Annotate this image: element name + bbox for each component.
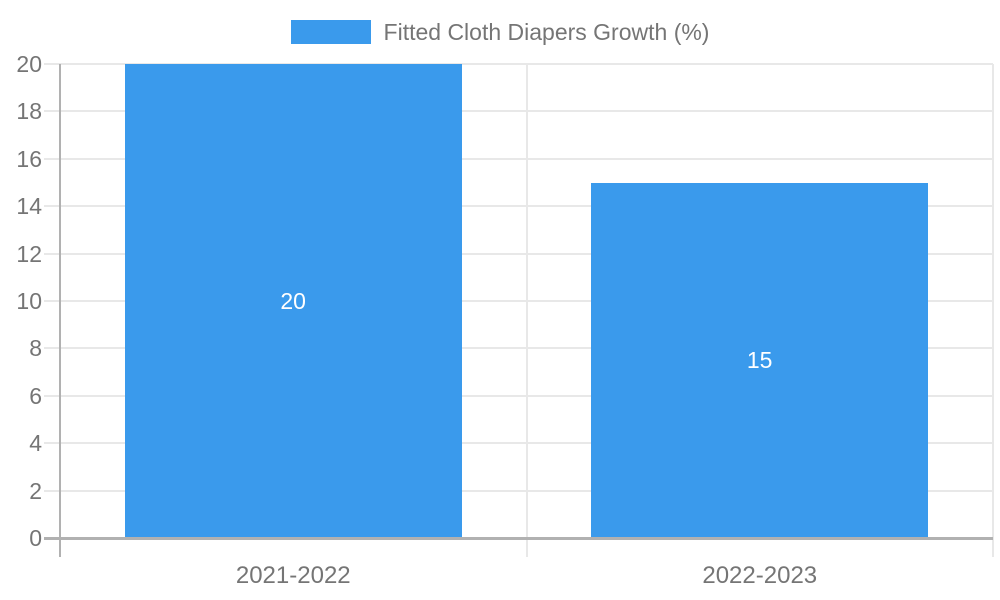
- y-axis-tick-label: 14: [16, 193, 42, 220]
- gridline-horizontal: [44, 110, 993, 113]
- gridline-horizontal: [44, 489, 993, 492]
- y-axis-tick-label: 12: [16, 240, 42, 267]
- legend-label: Fitted Cloth Diapers Growth (%): [383, 19, 710, 45]
- bar-value-label: 15: [746, 347, 773, 374]
- gridline-horizontal: [44, 347, 993, 350]
- gridline-horizontal: [44, 252, 993, 255]
- x-axis-category-label: 2022-2023: [702, 562, 818, 589]
- gridline-horizontal: [44, 205, 993, 208]
- bar-value-label: 20: [280, 288, 306, 314]
- y-axis-tick-label: 0: [29, 525, 42, 551]
- y-axis-tick-label: 4: [29, 430, 42, 457]
- bar[interactable]: [591, 182, 929, 538]
- y-axis-tick-label: 8: [29, 335, 42, 362]
- gridline-horizontal: [44, 300, 993, 302]
- gridline-horizontal: [44, 157, 993, 160]
- y-axis-tick-label: 20: [16, 51, 42, 77]
- y-axis-line: [59, 64, 61, 557]
- legend-swatch: [290, 20, 371, 44]
- bar[interactable]: [124, 64, 462, 538]
- gridline-horizontal: [44, 442, 993, 445]
- gridline-vertical: [525, 64, 528, 557]
- x-axis-baseline: [44, 536, 993, 540]
- gridline-horizontal: [44, 63, 993, 65]
- y-axis-tick-label: 16: [16, 145, 42, 172]
- y-axis-tick-label: 2: [29, 477, 42, 504]
- x-axis-category-label: 2021-2022: [235, 562, 351, 589]
- y-axis-tick-label: 18: [16, 98, 42, 125]
- chart-legend[interactable]: Fitted Cloth Diapers Growth (%): [0, 19, 1000, 45]
- gridline-vertical: [992, 64, 994, 557]
- y-axis-tick-label: 10: [16, 288, 42, 314]
- y-axis-tick-label: 6: [29, 382, 42, 409]
- gridline-horizontal: [44, 394, 993, 397]
